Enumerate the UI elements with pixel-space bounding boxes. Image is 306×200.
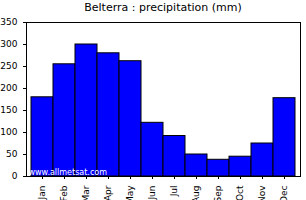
html-text:Belterra : precipitation (mm): Belterra : precipitation (mm) <box>84 1 242 14</box>
svg-text:150: 150 <box>0 105 17 115</box>
svg-text:350: 350 <box>0 17 17 27</box>
svg-text:Dec: Dec <box>279 185 289 200</box>
svg-text:www.allmetsat.com: www.allmetsat.com <box>29 168 108 177</box>
svg-text:100: 100 <box>0 127 17 137</box>
svg-text:Oct: Oct <box>235 185 245 200</box>
svg-text:250: 250 <box>0 61 17 71</box>
svg-text:Mar: Mar <box>81 185 91 200</box>
svg-text:May: May <box>125 185 135 200</box>
svg-text:Jun: Jun <box>147 186 157 200</box>
svg-text:50: 50 <box>6 149 18 159</box>
svg-text:Sep: Sep <box>213 185 223 200</box>
svg-text:0: 0 <box>12 171 18 181</box>
svg-text:Jan: Jan <box>37 186 47 200</box>
svg-text:Nov: Nov <box>257 185 267 200</box>
svg-text:Apr: Apr <box>103 185 113 200</box>
svg-text:200: 200 <box>0 83 17 93</box>
svg-text:Aug: Aug <box>191 186 201 200</box>
svg-text:300: 300 <box>0 39 17 49</box>
svg-text:Jul: Jul <box>169 186 179 198</box>
svg-text:Feb: Feb <box>59 185 69 200</box>
